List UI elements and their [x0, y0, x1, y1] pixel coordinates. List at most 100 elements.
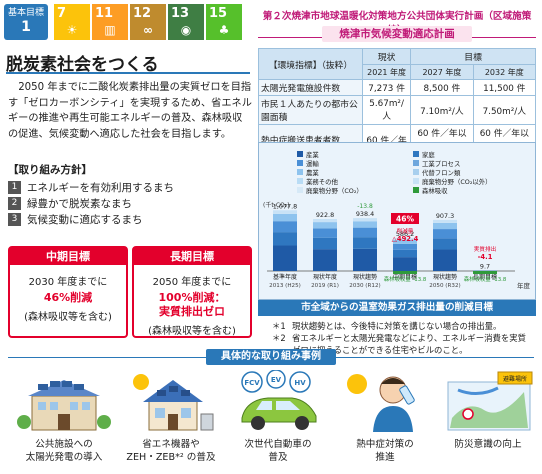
sdg-goal-15-icon: 15 ♣ [206, 4, 242, 40]
car-icon: FCV EV HV [241, 369, 317, 430]
caption-line: 次世代自動車の [244, 439, 312, 450]
policy-item: 3 気候変動に適応するまち [8, 211, 248, 227]
mid-target-head: 中期目標 [10, 248, 126, 265]
sdg-glyph: ∞ [143, 23, 153, 37]
legend-label: 家庭 [422, 150, 435, 159]
mid-target-year: 2030 年度までに [28, 277, 108, 288]
bar-segment [353, 248, 377, 271]
examples-banner: 具体的な取り組み事例 [206, 349, 336, 365]
legend-swatch [297, 160, 303, 166]
bar-segment [433, 222, 457, 230]
reduction-amount: △492.4 [392, 235, 419, 243]
long-target-note: (森林吸収等を含む) [148, 326, 236, 337]
cell: 11,500 件 [472, 79, 537, 96]
example-next-gen-car: FCV EV HV 次世代自動車の 普及 [228, 369, 328, 470]
bar-segment [273, 232, 297, 246]
sdg-glyph: ◉ [180, 23, 192, 37]
bar-total-label: 938.4 [356, 210, 374, 218]
sdg-goal-12-icon: 12 ∞ [130, 4, 166, 40]
long-target-value-a: 100%削減： [158, 291, 226, 304]
legend-label: 工業プロセス [422, 159, 460, 168]
plan-subtitle: 焼津市気候変動適応計画 [322, 26, 472, 42]
bar-segment [313, 249, 337, 271]
sdg-goal-11-icon: 11 ▥ [92, 4, 128, 40]
bar-segment [433, 238, 457, 250]
category-label: 現状趨勢 [433, 273, 457, 281]
bar-segment [313, 218, 337, 223]
note-text: 現状趨勢とは、今後特に対策を講じない場合の排出量。 [292, 321, 502, 331]
caption-line: ZEH・ZEB*² の普及 [126, 452, 216, 463]
current-col-header: 現状 [361, 48, 412, 65]
cell: 7.10m²/人 [410, 95, 474, 125]
long-target-year: 2050 年度までに [152, 277, 232, 288]
page-title: 脱炭素社会をつくる [6, 55, 159, 75]
legend-swatch [297, 151, 303, 157]
bar-segment [353, 221, 377, 228]
year-header: 2027 年度 [410, 64, 474, 80]
sdg-icons: 7 ☀ 11 ▥ 12 ∞ 13 ◉ 15 ♣ [54, 4, 242, 40]
long-target-value-b: 実質排出ゼロ [159, 305, 225, 318]
legend-label: 廃棄物分野（CO₂） [306, 186, 363, 195]
bar-segment [273, 245, 297, 271]
policy-list: 1 エネルギーを有効利用するまち 2 緑豊かで脱炭素なまち 3 気候変動に適応するまち [8, 179, 248, 227]
bar-segment [433, 229, 457, 239]
ev-label: EV [271, 376, 282, 384]
mid-target-note: (森林吸収等を含む) [24, 312, 112, 323]
cell: 8,500 件 [410, 79, 474, 96]
bar-segment [313, 228, 337, 238]
sdg-goal-7-icon: 7 ☀ [54, 4, 90, 40]
legend-label: 産業 [306, 150, 319, 159]
long-target-value: 100%削減： 実質排出ゼロ [134, 291, 250, 319]
bar-segment [393, 237, 417, 240]
legend-swatch [297, 187, 303, 193]
legend-label: 業務その他 [306, 177, 339, 186]
caption-line: 公共施設への [35, 439, 93, 450]
x-unit-label: 年度 [517, 281, 531, 290]
category-year-label: 2050 (R32) [429, 283, 460, 289]
note-item: ＊1 現状趨勢とは、今後特に対策を講じない場合の排出量。 [272, 320, 534, 332]
legend-label: 森林吸収 [422, 186, 448, 195]
bar-total-label: 9.7 [480, 262, 490, 270]
goal-badge: 基本目標 1 [4, 4, 48, 40]
notes: ＊1 現状趨勢とは、今後特に対策を講じない場合の排出量。 ＊2 省エネルギーと太陽光… [272, 320, 534, 356]
target-col-header: 目標 [410, 48, 536, 65]
example-caption: 公共施設への 太陽光発電の導入 [14, 438, 114, 464]
policy-text: 緑豊かで脱炭素なまち [27, 197, 132, 210]
caption-line: 太陽光発電の導入 [25, 452, 103, 463]
drinking-person-icon [347, 374, 415, 432]
bar-segment [353, 218, 377, 222]
policy-text: エネルギーを有効利用するまち [27, 181, 174, 194]
title-underline [6, 72, 250, 74]
y-unit-label: (千t-CO₂) [263, 201, 290, 209]
indicator-col-header: 【環境指標】（抜粋） [258, 48, 363, 80]
bar-segment [273, 221, 297, 233]
sdg-glyph: ☀ [66, 23, 78, 37]
bar-segment [353, 227, 377, 238]
table-row: 太陽光発電施設件数 7,273 件 8,500 件 11,500 件 [258, 79, 537, 96]
example-caption: 防災意識の向上 [438, 438, 538, 451]
long-target-head: 長期目標 [134, 248, 250, 265]
note-item: ＊2 省エネルギーと太陽光発電などにより、エネルギー消費を実質ゼロに抑えることがで… [272, 332, 534, 356]
emission-chart: 産業 運輸 農業 業務その他 廃棄物分野（CO₂） 家庭 工業プロセス 代替フロン類 廃棄物分野… [258, 142, 536, 300]
goal-number: 1 [21, 19, 31, 35]
row-label: 太陽光発電施設件数 [258, 79, 363, 96]
category-label: 中期目標 [393, 273, 417, 281]
example-disaster-prep: 避難場所 防災意識の向上 [438, 370, 538, 470]
category-label: 基準年度 [273, 273, 297, 281]
sdg-glyph: ▥ [104, 23, 116, 37]
legend-label: 代替フロン類 [422, 168, 461, 177]
sdg-number: 12 [133, 6, 152, 21]
intro-text: 2050 年までに二酸化炭素排出量の実質ゼロを目指す「ゼロカーボンシティ」を実現… [8, 82, 252, 140]
legend-label: 運輸 [306, 159, 319, 168]
example-caption: 次世代自動車の 普及 [228, 438, 328, 464]
hv-label: HV [294, 379, 306, 387]
legend-swatch [297, 169, 303, 175]
category-label: 現状趨勢 [353, 273, 377, 281]
reduction-percent: 46% [396, 215, 414, 224]
mid-target-box: 中期目標 2030 年度までに 46%削減 (森林吸収等を含む) [8, 246, 128, 338]
bar-segment [393, 239, 417, 244]
bar-segment [273, 213, 297, 222]
caption-line: 普及 [268, 452, 288, 463]
category-label: 長期目標 [473, 273, 497, 281]
